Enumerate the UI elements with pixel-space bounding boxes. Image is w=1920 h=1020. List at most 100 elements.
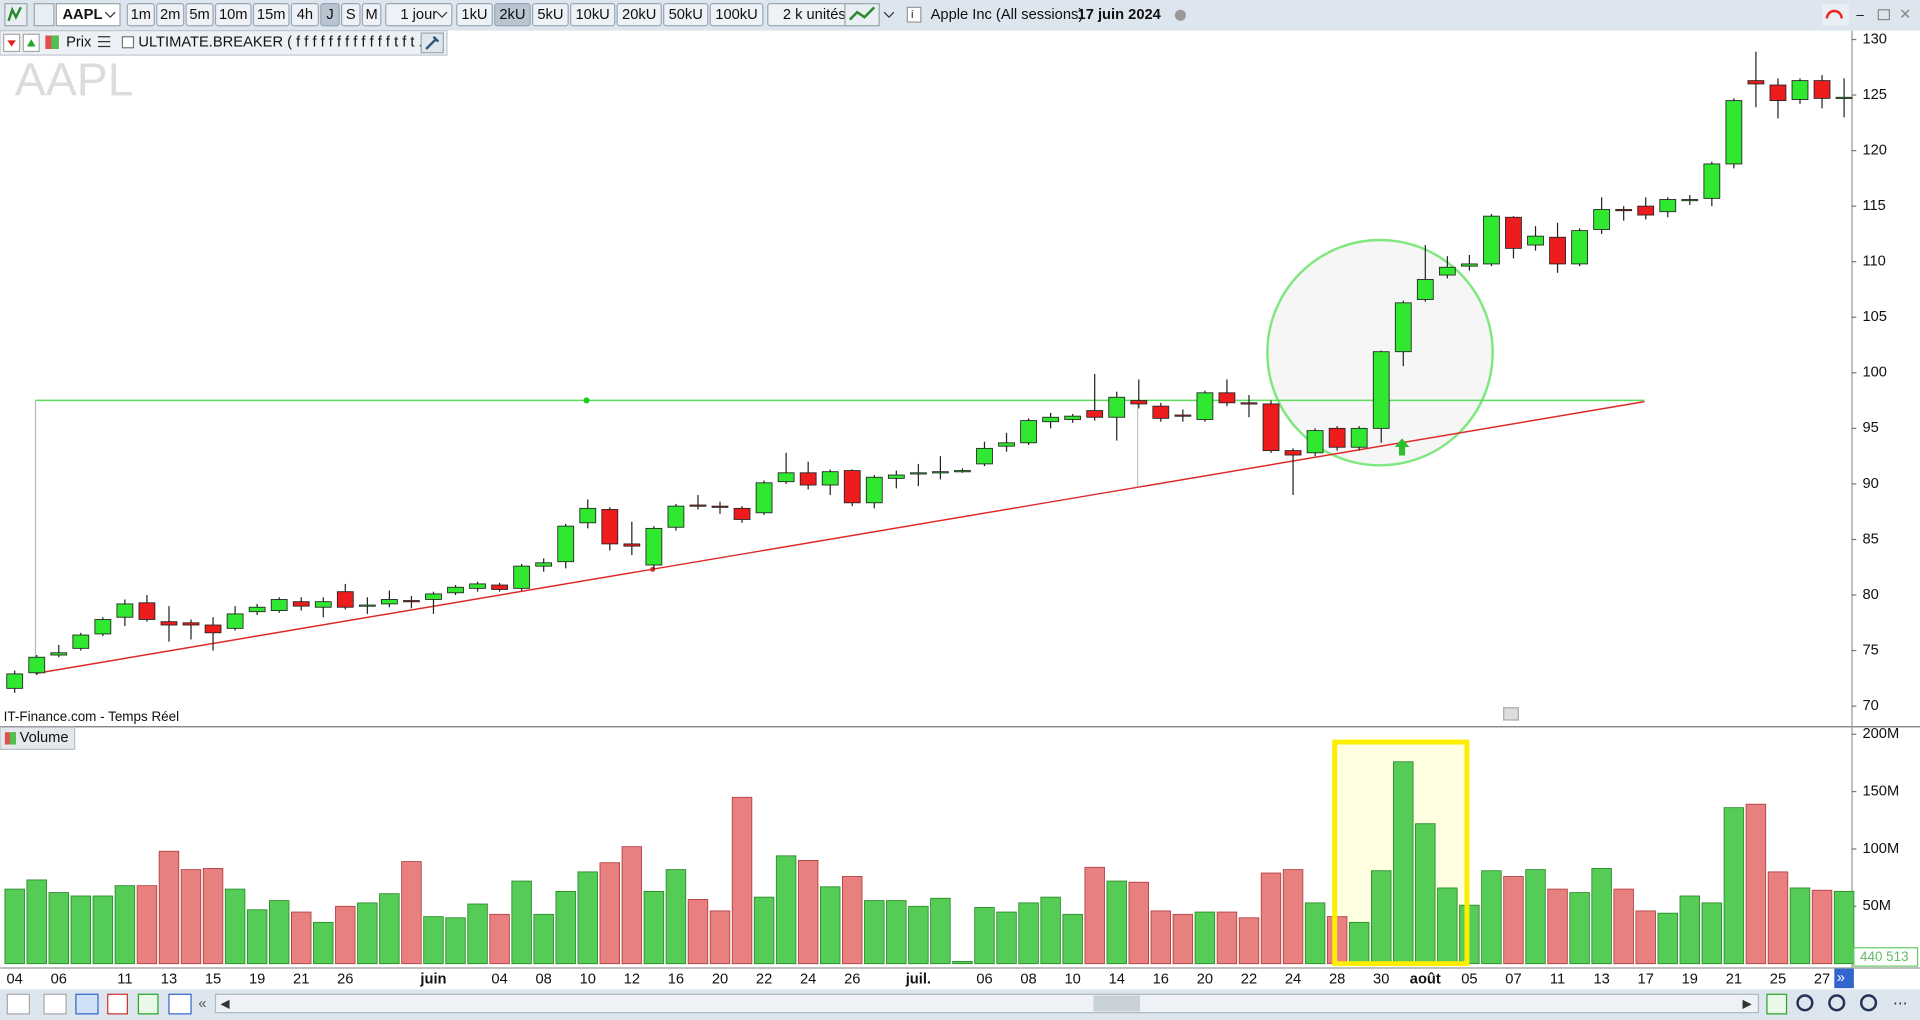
share-tool[interactable] — [43, 993, 67, 1015]
toolbar-button[interactable] — [616, 3, 662, 27]
candle-body — [689, 504, 707, 507]
list-tool[interactable] — [107, 993, 128, 1015]
symbol-box[interactable] — [55, 3, 121, 27]
volume-bar — [930, 897, 951, 965]
restore[interactable] — [1877, 9, 1890, 21]
up-arrow — [26, 39, 36, 47]
volume-bar — [687, 899, 709, 965]
candle-body — [381, 599, 398, 605]
toolbar-button[interactable] — [385, 3, 453, 27]
scrollbar[interactable] — [214, 993, 1759, 1014]
toolbar-button[interactable] — [214, 3, 252, 27]
candle-body — [1483, 215, 1500, 265]
toolbar-button[interactable] — [252, 3, 290, 27]
volume-bar — [1216, 911, 1238, 965]
scroll-thumb[interactable] — [1093, 995, 1140, 1012]
sync-glyph — [1825, 9, 1843, 19]
toolbar-button[interactable] — [570, 3, 616, 27]
toolbar-button-label: M — [366, 7, 378, 23]
candle-body — [1196, 392, 1214, 420]
zoom-tool[interactable] — [1796, 994, 1814, 1012]
volume-bar — [1591, 868, 1612, 965]
scroll-end-button[interactable] — [1834, 968, 1854, 989]
chart-tool[interactable] — [168, 993, 192, 1015]
volume-bar — [886, 900, 907, 965]
volume-bar — [1437, 887, 1458, 965]
volume-bar — [1128, 881, 1149, 965]
toolbar-button-label: S — [346, 7, 356, 23]
toolbar-button[interactable] — [494, 3, 531, 27]
candle-body — [998, 442, 1015, 447]
toolbar-button[interactable] — [532, 3, 569, 27]
toolbar-button[interactable] — [341, 3, 361, 27]
draw-tool[interactable] — [6, 993, 30, 1015]
comment-tool[interactable] — [75, 993, 99, 1015]
toolbar-button[interactable] — [663, 3, 709, 27]
volume-bar — [1282, 869, 1304, 965]
scroll-left[interactable]: ◀ — [220, 996, 230, 1010]
volume-bar — [1393, 761, 1414, 965]
volume-bar — [1525, 869, 1546, 965]
toolbar-button[interactable] — [185, 3, 214, 27]
toolbar-button[interactable] — [361, 3, 382, 27]
scroll-right[interactable]: ▶ — [1742, 996, 1752, 1010]
menu-icon[interactable] — [97, 36, 111, 48]
toolbar-button[interactable] — [126, 3, 155, 27]
collapse-tools[interactable]: « — [198, 996, 206, 1012]
candle-body — [1703, 163, 1721, 199]
x-tick-label: 13 — [161, 971, 177, 987]
volume-bar — [313, 921, 334, 965]
candle-body — [645, 527, 663, 566]
x-tick-label: 19 — [249, 971, 265, 987]
chart-type-tool[interactable] — [1766, 993, 1788, 1015]
info-icon[interactable] — [906, 6, 922, 23]
volume-bar — [1701, 902, 1723, 965]
candle-body — [314, 601, 332, 608]
y-tick-label: 90 — [1862, 476, 1878, 492]
toolbar-button[interactable] — [320, 3, 340, 27]
indicator-checkbox[interactable] — [121, 36, 135, 49]
candle-body — [270, 599, 288, 612]
indicator-tool[interactable] — [137, 993, 159, 1015]
volume-bar — [1635, 910, 1656, 965]
minimize[interactable]: – — [1856, 7, 1864, 22]
volume-bar — [268, 900, 290, 965]
candle-body — [1659, 199, 1677, 213]
zoom-out[interactable] — [1828, 994, 1846, 1012]
candle-body — [72, 634, 90, 649]
link-button[interactable] — [33, 3, 55, 27]
toolbar-button[interactable] — [290, 3, 319, 27]
candle-body — [248, 606, 266, 613]
toolbar-button[interactable] — [156, 3, 185, 27]
toolbar-button[interactable] — [456, 3, 493, 27]
y-tick-label: 70 — [1862, 698, 1878, 714]
y-tick-label: 105 — [1862, 309, 1887, 325]
y-tick-label: 50M — [1862, 898, 1891, 914]
down-arrow — [7, 40, 16, 47]
sync-button[interactable] — [1822, 3, 1849, 26]
candle-body — [954, 470, 971, 473]
pane-icon[interactable] — [1503, 707, 1519, 721]
x-tick-label: 08 — [536, 971, 552, 987]
candle-body — [28, 656, 46, 674]
options[interactable]: ⋯ — [1893, 996, 1908, 1012]
candle-body — [865, 476, 883, 504]
volume-bar — [401, 861, 422, 965]
candle-body — [1152, 405, 1170, 419]
y-tick-label: 100 — [1862, 365, 1887, 381]
candle-body — [1108, 396, 1126, 418]
x-tick-label: 26 — [337, 971, 353, 987]
zoom-in[interactable] — [1860, 994, 1878, 1012]
dropdown-arrow — [883, 11, 895, 19]
volume-bar — [577, 871, 598, 965]
toolbar-button[interactable] — [709, 3, 764, 27]
candle-body — [50, 652, 68, 656]
volume-swatch — [9, 732, 16, 745]
candle-body — [1461, 263, 1478, 267]
volume-bar — [952, 960, 973, 965]
x-tick-label: 10 — [580, 971, 596, 987]
x-tick-label: 22 — [756, 971, 772, 987]
close[interactable]: ✕ — [1899, 7, 1911, 23]
volume-bar — [1238, 917, 1260, 965]
